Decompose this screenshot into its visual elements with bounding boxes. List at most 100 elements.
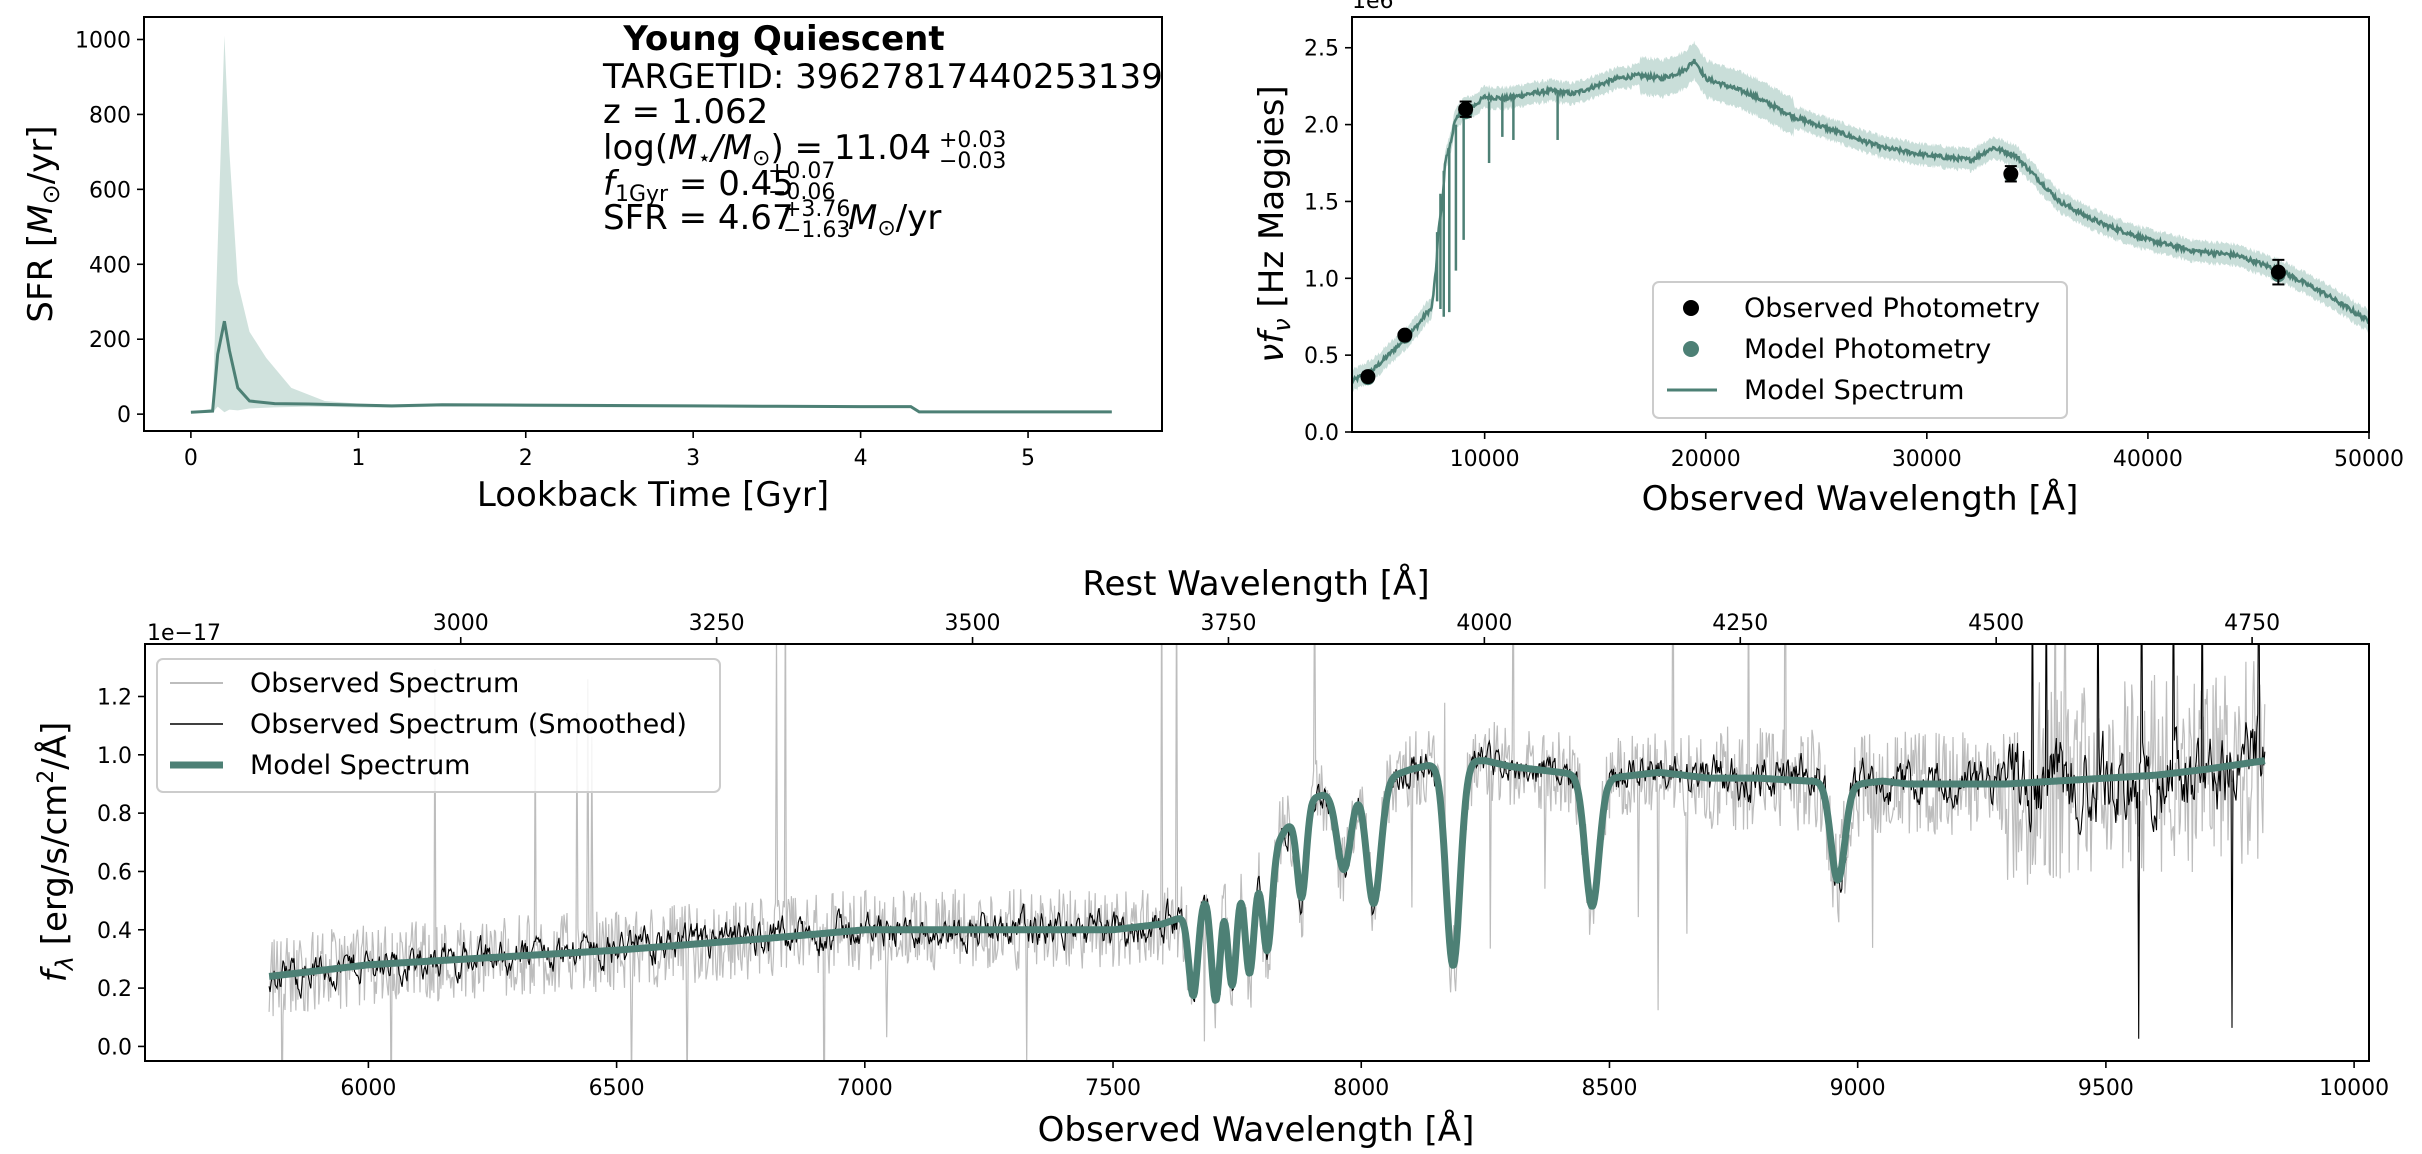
sfh-y-tick-label: 400 — [89, 253, 131, 278]
spectrum-xlabel: Observed Wavelength [Å] — [1038, 1109, 1475, 1150]
sfh-x-tick-label: 5 — [1021, 446, 1035, 471]
observed-photometry-point — [2003, 166, 2019, 182]
sed-y-tick-label: 1.0 — [1304, 267, 1339, 292]
sed-axes-frame — [1351, 16, 2370, 433]
sfh-x-tick-label: 2 — [519, 446, 533, 471]
sed-y-tick-label: 0.0 — [1304, 421, 1339, 446]
sed-x-tick-label: 10000 — [1450, 447, 1520, 472]
sfh-panel: 0 1 2 3 4 5 0 200 400 600 800 1000 Lookback Time [G… — [21, 16, 1163, 515]
sfh-median-path — [190, 320, 1112, 414]
sed-y-tick-label: 0.5 — [1304, 344, 1339, 369]
sed-photometry-points — [1360, 100, 2286, 386]
spectrum-x-tick-label: 7000 — [837, 1076, 893, 1101]
sed-legend-frame — [1652, 281, 2068, 419]
spectrum-top-tick-label: 4000 — [1456, 611, 1512, 636]
spectrum-top-tick-label: 3250 — [689, 611, 745, 636]
spectrum-top-tick-label: 4750 — [2224, 611, 2280, 636]
sed-xlabel: Observed Wavelength [Å] — [1642, 478, 2079, 519]
legend-model-photometry-label: Model Photometry — [1744, 334, 1991, 365]
spectrum-top-tick-label: 4250 — [1712, 611, 1768, 636]
sfh-ylabel: SFR [M⊙/yr] — [21, 125, 65, 322]
observed-photometry-point — [1458, 101, 1474, 117]
legend-observed-photometry-label: Observed Photometry — [1744, 293, 2040, 324]
sfh-y-tick-label: 800 — [89, 103, 131, 128]
model-spectrum-line — [266, 757, 2268, 1004]
spectrum-x-tick-label: 10000 — [2319, 1076, 2389, 1101]
observed-photometry-point — [2270, 264, 2286, 280]
sed-panel: 10000 20000 30000 40000 50000 0.0 0.5 1.0 1.5 2.0… — [1252, 0, 2404, 519]
spectrum-y-tick-label: 0.4 — [97, 919, 132, 944]
spectrum-x-tick-label: 6500 — [589, 1076, 645, 1101]
spectrum-ylabel: fλ [erg/s/cm2/Å] — [34, 722, 79, 983]
sed-model-spectrum-line — [1351, 58, 2370, 385]
observed-spectrum-smoothed-path — [268, 644, 2266, 1039]
sfh-y-tick-label: 1000 — [75, 28, 131, 53]
spectrum-top-tick-label: 4500 — [1968, 611, 2024, 636]
spectrum-x-tick-label: 7500 — [1085, 1076, 1141, 1101]
spectrum-top-label: Rest Wavelength [Å] — [1082, 563, 1429, 604]
spectrum-y-tick-label: 1.2 — [97, 685, 132, 710]
spectrum-x-tick-label: 8000 — [1333, 1076, 1389, 1101]
observed-spectrum-line — [268, 644, 2266, 1061]
sed-ylabel: νfν [Hz Maggies] — [1252, 85, 1296, 362]
legend-observed-spectrum-label: Observed Spectrum — [250, 668, 519, 699]
spectrum-offset-text: 1e−17 — [147, 621, 221, 646]
sfh-median-line — [190, 320, 1112, 414]
spectrum-panel: 6000 6500 7000 7500 8000 8500 9000 9500 10000 0.0… — [34, 563, 2389, 1150]
sfh-y-tick-label: 0 — [117, 403, 131, 428]
spectrum-axes-frame — [144, 643, 2370, 1062]
sed-x-tick-label: 40000 — [2113, 447, 2183, 472]
sfh-f1gyr-err-up: +0.07 — [768, 159, 835, 184]
sed-offset-text: 1e6 — [1352, 0, 1394, 14]
sed-x-tick-label: 30000 — [1892, 447, 1962, 472]
spectrum-y-tick-label: 0.2 — [97, 977, 132, 1002]
spectrum-x-tick-label: 8500 — [1581, 1076, 1637, 1101]
sfh-mass-err-up: +0.03 — [939, 128, 1006, 153]
sed-ticks: 10000 20000 30000 40000 50000 0.0 0.5 1.0 1.5 2.0… — [1304, 37, 2404, 472]
sed-y-tick-label: 2.5 — [1304, 37, 1339, 62]
spectrum-x-tick-label: 9500 — [2078, 1076, 2134, 1101]
spectrum-top-tick-label: 3500 — [945, 611, 1001, 636]
sfh-redshift: z = 1.062 — [603, 92, 768, 132]
sfh-f1gyr: f1Gyr = 0.45 — [603, 164, 794, 207]
spectrum-top-tick-label: 3750 — [1200, 611, 1256, 636]
model-spectrum-path — [266, 757, 2268, 1004]
sfh-f1gyr-err-down: −0.06 — [768, 180, 835, 205]
sfh-x-tick-label: 4 — [854, 446, 868, 471]
sfh-ticks: 0 1 2 3 4 5 0 200 400 600 800 1000 — [75, 28, 1035, 471]
spectrum-x-tick-label: 9000 — [1830, 1076, 1886, 1101]
spectrum-y-tick-label: 1.0 — [97, 744, 132, 769]
sfh-mass-err-down: −0.03 — [939, 149, 1006, 174]
observed-spectrum-path — [268, 644, 2266, 1061]
sfh-targetid: TARGETID: 39627817440253139 — [602, 57, 1163, 97]
sfh-y-tick-label: 600 — [89, 178, 131, 203]
sed-x-tick-label: 50000 — [2334, 447, 2404, 472]
sfh-x-tick-label: 3 — [686, 446, 700, 471]
observed-spectrum-smoothed-line — [268, 644, 2266, 1039]
spectrum-x-tick-label: 6000 — [340, 1076, 396, 1101]
sed-model-path — [1351, 58, 2370, 385]
legend-model-spectrum-label-2: Model Spectrum — [250, 750, 470, 781]
observed-photometry-point — [1397, 327, 1413, 343]
sfh-stellar-mass: log(M⋆/M⊙) = 11.04 — [603, 128, 931, 171]
legend-model-spectrum-label: Model Spectrum — [1744, 375, 1964, 406]
sfh-x-tick-label: 1 — [351, 446, 365, 471]
sed-y-tick-label: 1.5 — [1304, 190, 1339, 215]
legend-observed-photometry-marker — [1683, 300, 1699, 316]
legend-model-photometry-marker — [1683, 341, 1699, 357]
spectrum-top-tick-label: 3000 — [433, 611, 489, 636]
spectrum-legend: Observed Spectrum Observed Spectrum (Smo… — [156, 658, 721, 793]
sed-legend: Observed Photometry Model Photometry Mod… — [1652, 281, 2068, 419]
legend-observed-smoothed-label: Observed Spectrum (Smoothed) — [250, 709, 687, 740]
sfh-xlabel: Lookback Time [Gyr] — [477, 475, 829, 515]
spectrum-y-tick-label: 0.8 — [97, 802, 132, 827]
spectrum-ticks: 6000 6500 7000 7500 8000 8500 9000 9500 10000 0.0… — [97, 611, 2389, 1101]
spectrum-y-tick-label: 0.0 — [97, 1035, 132, 1060]
sed-y-tick-label: 2.0 — [1304, 114, 1339, 139]
sfh-sfr-err-down: −1.63 — [783, 218, 850, 243]
sfh-axes-frame — [143, 16, 1163, 432]
sfh-y-tick-label: 200 — [89, 328, 131, 353]
spectrum-legend-frame — [156, 658, 721, 793]
sfh-sfr-unit: M⊙/yr — [848, 198, 941, 241]
